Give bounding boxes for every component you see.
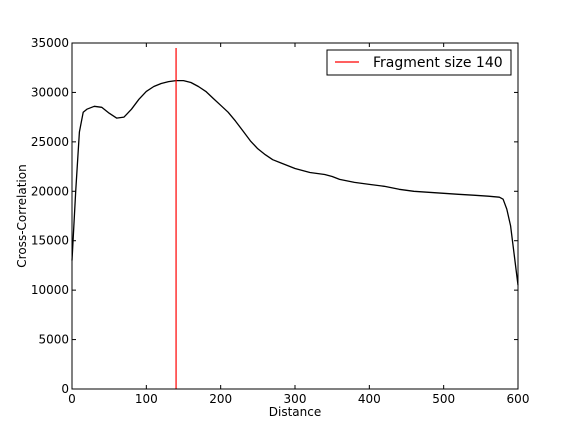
legend-label: Fragment size 140	[373, 55, 503, 71]
y-axis-ticks: 0 5000 10000 15000 20000 25000 30000 35000	[31, 36, 518, 396]
plot-area	[72, 43, 518, 389]
x-tick-label: 200	[209, 392, 232, 406]
legend: Fragment size 140	[326, 49, 512, 76]
series-layer	[71, 79, 519, 286]
y-tick-label: 30000	[31, 85, 69, 99]
y-tick-label: 35000	[31, 36, 69, 50]
x-tick-label: 400	[358, 392, 381, 406]
x-tick-label: 600	[507, 392, 530, 406]
x-tick-label: 300	[284, 392, 307, 406]
y-tick-label: 10000	[31, 283, 69, 297]
y-tick-label: 25000	[31, 135, 69, 149]
y-tick-label: 0	[61, 382, 69, 396]
x-axis-ticks: 0 100 200 300 400 500 600	[68, 43, 529, 406]
x-tick-label: 500	[432, 392, 455, 406]
series-line-0	[71, 79, 519, 286]
y-tick-label: 5000	[38, 333, 69, 347]
x-tick-label: 100	[135, 392, 158, 406]
x-tick-label: 0	[68, 392, 76, 406]
y-tick-label: 15000	[31, 234, 69, 248]
x-axis-label: Distance	[269, 405, 321, 419]
y-axis-label: Cross-Correlation	[15, 164, 29, 267]
y-tick-label: 20000	[31, 184, 69, 198]
